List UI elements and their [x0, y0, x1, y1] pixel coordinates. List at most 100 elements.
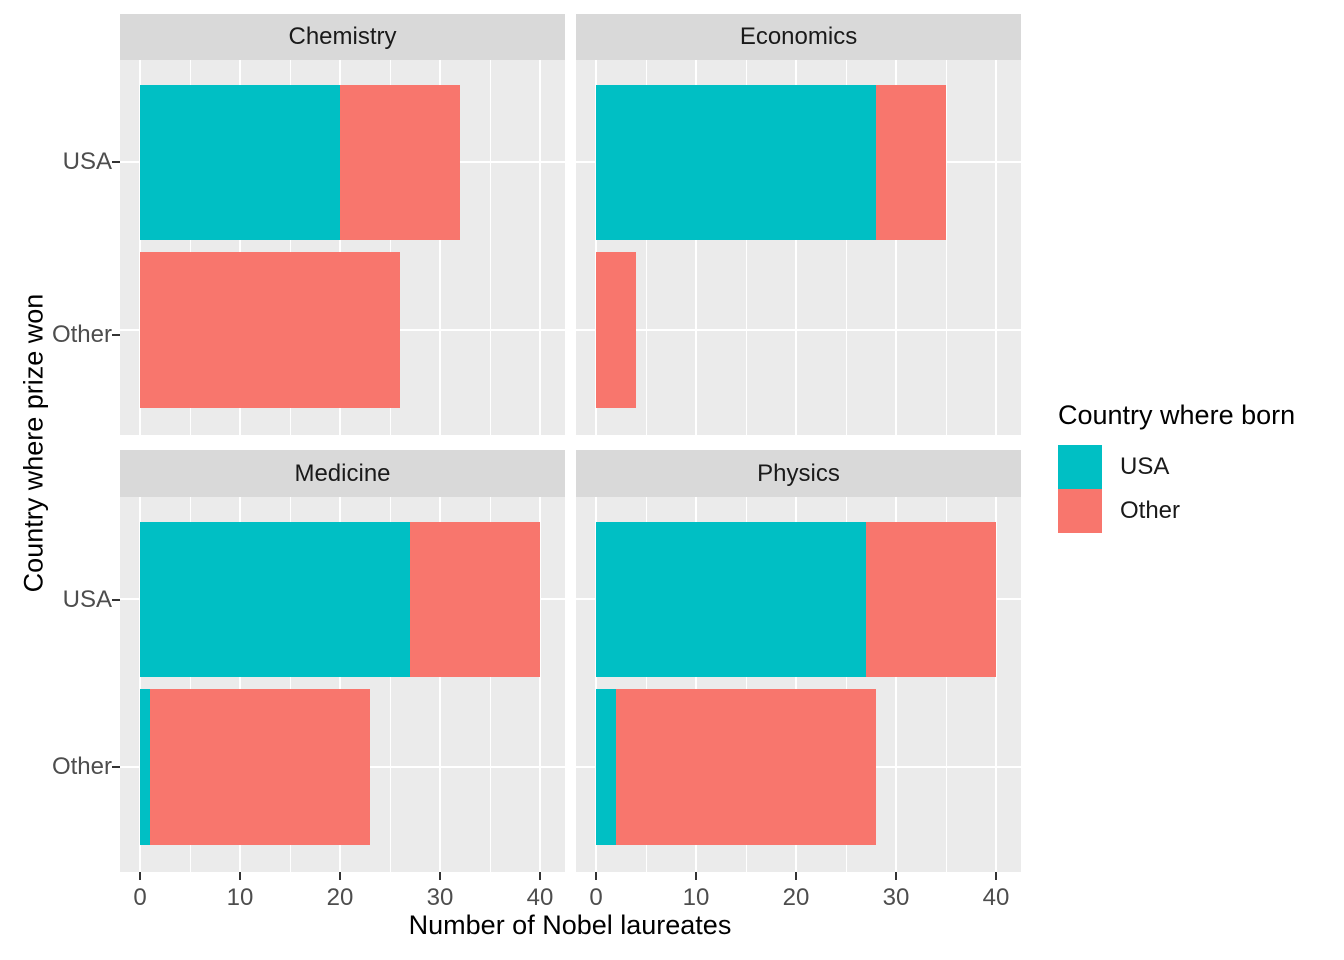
x-tick-mark: [239, 872, 241, 880]
x-tick-mark: [595, 872, 597, 880]
major-gridline: [895, 497, 897, 872]
major-gridline: [239, 497, 241, 872]
bar-medicine-usa-other: [410, 522, 540, 677]
facet-strip-medicine: Medicine: [120, 450, 565, 497]
minor-gridline: [189, 60, 191, 435]
x-tick-mark: [895, 872, 897, 880]
minor-gridline: [289, 497, 291, 872]
major-gridline: [139, 60, 141, 435]
x-tick-mark: [995, 872, 997, 880]
major-gridline: [595, 60, 597, 435]
facet-title-chemistry: Chemistry: [288, 23, 397, 50]
bar-physics-usa-usa: [596, 522, 866, 677]
bar-chemistry-usa-usa: [140, 85, 340, 240]
facet-panel-medicine: [120, 497, 565, 872]
bar-economics-usa-usa: [596, 85, 876, 240]
minor-gridline: [645, 60, 647, 435]
minor-gridline: [389, 60, 391, 435]
bar-medicine-other-other: [150, 689, 370, 845]
major-gridline: [895, 60, 897, 435]
x-tick-label: 30: [882, 884, 910, 911]
legend-label-usa: USA: [1120, 453, 1170, 480]
major-gridline: [439, 497, 441, 872]
major-gridline: [995, 497, 997, 872]
facet-panel-chemistry: [120, 60, 565, 435]
facet-strip-chemistry: Chemistry: [120, 14, 565, 60]
minor-gridline: [745, 497, 747, 872]
major-gridline: [795, 497, 797, 872]
bar-medicine-usa-usa: [140, 522, 410, 677]
legend-label-other: Other: [1120, 497, 1181, 524]
y-tick-label: Other: [51, 753, 112, 780]
bar-economics-other-other: [596, 252, 636, 408]
minor-gridline: [945, 497, 947, 872]
bar-economics-usa-other: [876, 85, 946, 240]
minor-gridline: [845, 60, 847, 435]
major-gridline: [239, 60, 241, 435]
x-tick-label: 10: [226, 884, 254, 911]
minor-gridline: [645, 497, 647, 872]
x-tick-mark: [795, 872, 797, 880]
legend-key-usa: USA: [1058, 445, 1295, 489]
legend-swatch-usa-icon: [1058, 445, 1102, 489]
minor-gridline: [389, 497, 391, 872]
y-tick-mark: [112, 334, 120, 336]
x-tick-label: 40: [526, 884, 554, 911]
legend-swatch-other-icon: [1058, 489, 1102, 533]
facet-strip-economics: Economics: [576, 14, 1021, 60]
x-tick-mark: [139, 872, 141, 880]
major-gridline: [139, 497, 141, 872]
bar-chemistry-usa-other: [340, 85, 460, 240]
x-tick-label: 40: [982, 884, 1010, 911]
major-gridline: [439, 60, 441, 435]
major-gridline: [576, 329, 1021, 331]
major-gridline: [995, 60, 997, 435]
bar-medicine-other-usa: [140, 689, 150, 845]
x-tick-mark: [439, 872, 441, 880]
x-tick-mark: [539, 872, 541, 880]
minor-gridline: [945, 60, 947, 435]
minor-gridline: [489, 497, 491, 872]
x-tick-label: 30: [426, 884, 454, 911]
x-tick-label: 0: [133, 884, 147, 911]
legend-title: Country where born: [1058, 400, 1296, 430]
major-gridline: [339, 60, 341, 435]
legend: Country where born USA Other: [1058, 400, 1295, 533]
bar-physics-usa-other: [866, 522, 996, 677]
bar-physics-other-usa: [596, 689, 616, 845]
y-tick-label: Other: [51, 321, 112, 348]
minor-gridline: [189, 497, 191, 872]
y-axis-title: Country where prize won: [18, 293, 49, 593]
facet-title-economics: Economics: [739, 23, 858, 50]
facet-panel-physics: [576, 497, 1021, 872]
facet-title-physics: Physics: [757, 459, 840, 487]
y-tick-mark: [112, 599, 120, 601]
x-tick-label: 20: [326, 884, 354, 911]
y-tick-label: USA: [62, 148, 112, 175]
x-tick-label: 20: [782, 884, 810, 911]
major-gridline: [595, 497, 597, 872]
minor-gridline: [845, 497, 847, 872]
major-gridline: [795, 60, 797, 435]
x-tick-mark: [695, 872, 697, 880]
facet-strip-physics: Physics: [576, 450, 1021, 497]
facet-panel-economics: [576, 60, 1021, 435]
x-tick-label: 0: [589, 884, 603, 911]
major-gridline: [539, 497, 541, 872]
y-tick-mark: [112, 766, 120, 768]
minor-gridline: [745, 60, 747, 435]
y-tick-mark: [112, 161, 120, 163]
minor-gridline: [289, 60, 291, 435]
bar-physics-other-other: [616, 689, 876, 845]
legend-key-other: Other: [1058, 489, 1295, 533]
y-tick-label: USA: [62, 586, 112, 613]
x-tick-mark: [339, 872, 341, 880]
major-gridline: [695, 60, 697, 435]
bar-chemistry-other-other: [140, 252, 400, 408]
x-tick-label: 10: [682, 884, 710, 911]
minor-gridline: [489, 60, 491, 435]
x-axis-title: Number of Nobel laureates: [408, 910, 732, 940]
major-gridline: [539, 60, 541, 435]
major-gridline: [339, 497, 341, 872]
